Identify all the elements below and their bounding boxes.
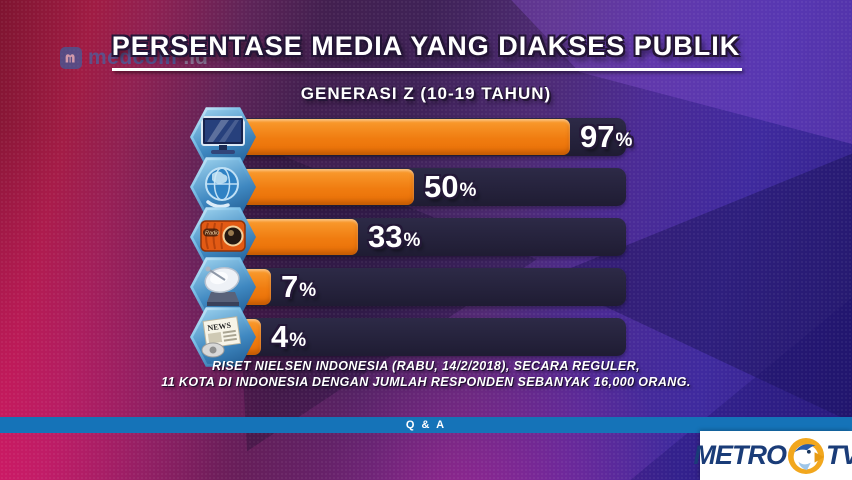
- tv-icon-inner: [193, 110, 253, 164]
- source-line-1: RISET NIELSEN INDONESIA (RABU, 14/2/2018…: [212, 359, 640, 373]
- chart-row: 33% Radio: [0, 207, 852, 267]
- source-line-2: 11 KOTA DI INDONESIA DENGAN JUMLAH RESPO…: [161, 374, 691, 389]
- source-note: RISET NIELSEN INDONESIA (RABU, 14/2/2018…: [0, 359, 852, 390]
- svg-text:Radio: Radio: [205, 231, 219, 237]
- metro-logo-tv-text: TV: [826, 440, 852, 470]
- chart-row: 4% NEWS: [0, 307, 852, 367]
- bar-value-label: 50%: [424, 168, 476, 206]
- metro-eagle-icon: [787, 437, 825, 475]
- bar-value-label: 33%: [368, 218, 420, 256]
- percent-sign: %: [459, 180, 477, 201]
- bar-value: 4: [271, 319, 289, 354]
- bar-value: 50: [424, 169, 459, 204]
- metro-tv-logo: METRO TV: [694, 431, 852, 480]
- bar-value-label: 4%: [271, 318, 306, 356]
- bar-tv: [212, 119, 570, 155]
- percent-sign: %: [615, 130, 633, 151]
- satellite-dish-icon-inner: [193, 260, 253, 314]
- percent-sign: %: [299, 280, 317, 301]
- radio-icon-inner: Radio: [193, 210, 253, 264]
- bar-value: 97: [580, 119, 615, 154]
- percent-sign: %: [403, 230, 421, 251]
- bar-value-label: 97%: [580, 118, 632, 156]
- bar-value: 33: [368, 219, 403, 254]
- metro-logo-text: METRO: [693, 440, 787, 470]
- bar-track: [212, 268, 626, 306]
- bar-value: 7: [281, 269, 299, 304]
- percent-sign: %: [289, 330, 307, 351]
- chart-row: 97%: [0, 107, 852, 167]
- qa-label: Q & A: [405, 419, 447, 431]
- globe-icon-inner: [193, 160, 253, 214]
- bar-value-label: 7%: [281, 268, 316, 306]
- chart-row: 50%: [0, 157, 852, 217]
- newspaper-icon-inner: NEWS: [193, 310, 253, 364]
- chart-row: 7%: [0, 257, 852, 317]
